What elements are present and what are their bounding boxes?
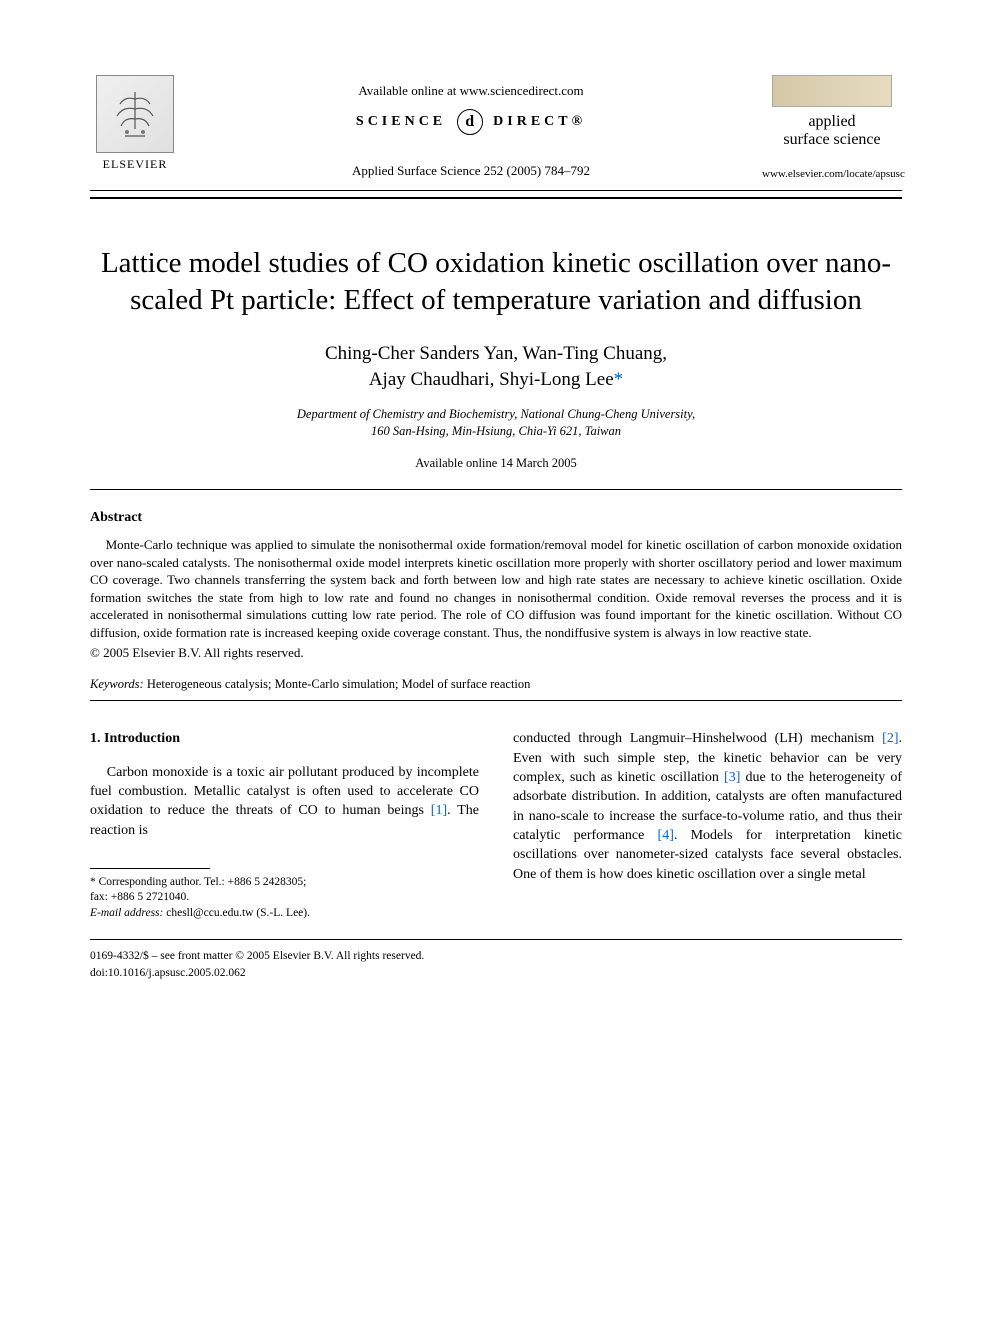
sd-at-icon: d <box>457 109 483 135</box>
keywords-label: Keywords: <box>90 677 144 691</box>
journal-name-line1: applied <box>762 113 902 131</box>
elsevier-tree-icon <box>96 75 174 153</box>
publisher-name: ELSEVIER <box>103 157 168 172</box>
publisher-logo: ELSEVIER <box>90 75 180 172</box>
header-rule-thin <box>90 190 902 191</box>
footnote-corr: * Corresponding author. Tel.: +886 5 242… <box>90 875 479 891</box>
sd-left: SCIENCE <box>356 114 446 129</box>
footer-line2: doi:10.1016/j.apsusc.2005.02.062 <box>90 965 902 981</box>
header-center: Available online at www.sciencedirect.co… <box>180 75 762 179</box>
ref-link-1[interactable]: [1] <box>431 803 447 818</box>
intro-paragraph-1-cont: conducted through Langmuir–Hinshelwood (… <box>513 729 902 884</box>
sciencedirect-logo: SCIENCE d DIRECT® <box>180 109 762 135</box>
journal-url: www.elsevier.com/locate/apsusc <box>762 168 902 180</box>
body-columns: 1. Introduction Carbon monoxide is a tox… <box>90 729 902 921</box>
footnote-block: * Corresponding author. Tel.: +886 5 242… <box>90 875 479 922</box>
journal-box: applied surface science www.elsevier.com… <box>762 75 902 180</box>
journal-cover-thumb-icon <box>772 75 892 107</box>
footnote-email-value: chesll@ccu.edu.tw (S.-L. Lee). <box>163 907 310 919</box>
copyright: © 2005 Elsevier B.V. All rights reserved… <box>90 645 902 661</box>
abstract-heading: Abstract <box>90 510 902 526</box>
footnote-email: E-mail address: chesll@ccu.edu.tw (S.-L.… <box>90 906 479 922</box>
affiliation: Department of Chemistry and Biochemistry… <box>90 406 902 440</box>
sd-right: DIRECT® <box>493 114 586 129</box>
available-date: Available online 14 March 2005 <box>90 456 902 471</box>
intro-paragraph-1: Carbon monoxide is a toxic air pollutant… <box>90 763 479 840</box>
footer-line1: 0169-4332/$ – see front matter © 2005 El… <box>90 948 902 964</box>
authors-line1: Ching-Cher Sanders Yan, Wan-Ting Chuang, <box>325 343 667 364</box>
corresponding-star-icon: * <box>614 369 624 390</box>
abstract-top-rule <box>90 489 902 490</box>
abstract-bottom-rule <box>90 700 902 701</box>
affiliation-line2: 160 San-Hsing, Min-Hsiung, Chia-Yi 621, … <box>371 424 621 438</box>
column-right: conducted through Langmuir–Hinshelwood (… <box>513 729 902 921</box>
keywords: Keywords: Heterogeneous catalysis; Monte… <box>90 677 902 692</box>
journal-name-line2: surface science <box>762 131 902 149</box>
article-title: Lattice model studies of CO oxidation ki… <box>90 245 902 319</box>
authors: Ching-Cher Sanders Yan, Wan-Ting Chuang,… <box>90 341 902 392</box>
header: ELSEVIER Available online at www.science… <box>90 75 902 180</box>
keywords-text: Heterogeneous catalysis; Monte-Carlo sim… <box>144 677 531 691</box>
journal-reference: Applied Surface Science 252 (2005) 784–7… <box>180 163 762 179</box>
footnote-rule <box>90 868 210 869</box>
c2a: conducted through Langmuir–Hinshelwood (… <box>513 731 882 746</box>
header-rule-thick <box>90 197 902 199</box>
ref-link-3[interactable]: [3] <box>724 770 740 785</box>
footer-rule <box>90 939 902 940</box>
affiliation-line1: Department of Chemistry and Biochemistry… <box>297 407 695 421</box>
authors-line2: Ajay Chaudhari, Shyi-Long Lee <box>369 369 614 390</box>
footnote-fax: fax: +886 5 2721040. <box>90 890 479 906</box>
intro-heading: 1. Introduction <box>90 729 479 748</box>
ref-link-4[interactable]: [4] <box>658 828 674 843</box>
abstract-body: Monte-Carlo technique was applied to sim… <box>90 536 902 641</box>
available-online-text: Available online at www.sciencedirect.co… <box>180 83 762 99</box>
footnote-email-label: E-mail address: <box>90 907 163 919</box>
column-left: 1. Introduction Carbon monoxide is a tox… <box>90 729 479 921</box>
ref-link-2[interactable]: [2] <box>882 731 898 746</box>
footer: 0169-4332/$ – see front matter © 2005 El… <box>90 948 902 980</box>
p1a: Carbon monoxide is a toxic air pollutant… <box>90 765 479 819</box>
